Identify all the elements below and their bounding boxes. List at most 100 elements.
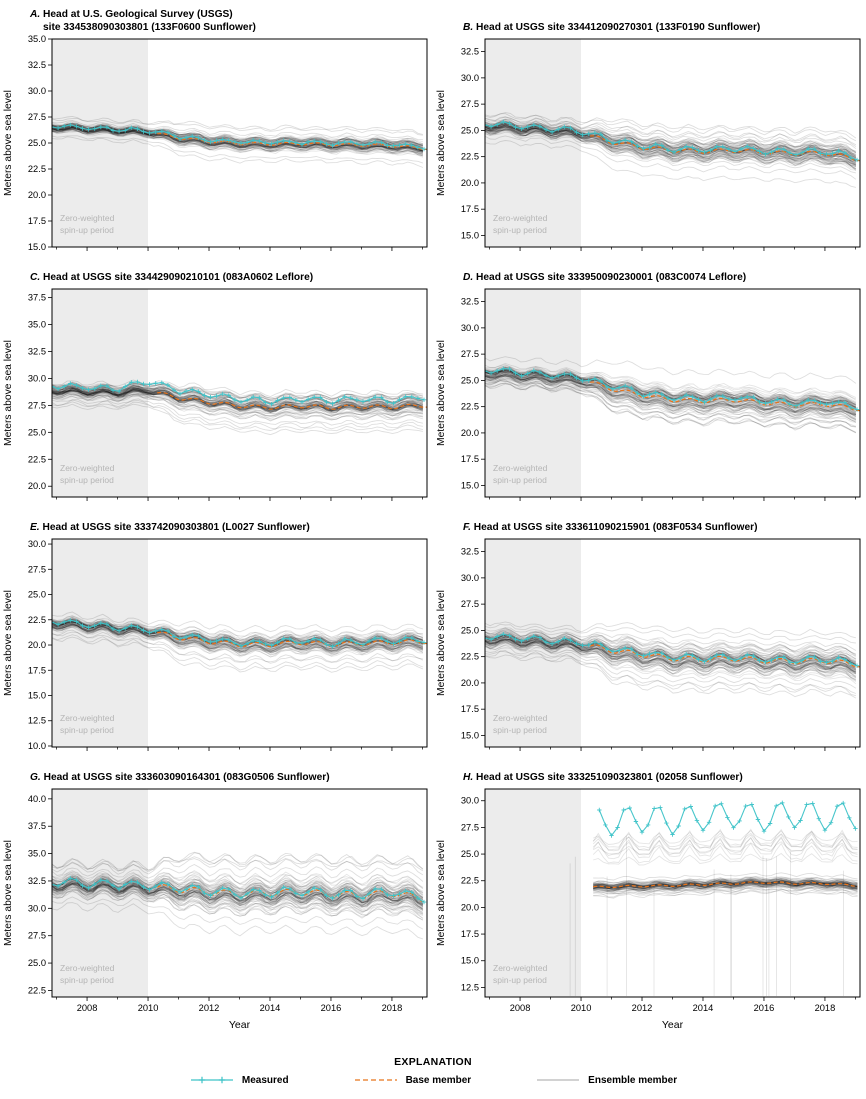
measured-plus-markers bbox=[597, 800, 858, 838]
spinup-region bbox=[485, 289, 581, 497]
x-tick-label: 2012 bbox=[199, 1003, 220, 1013]
y-tick-label: 22.5 bbox=[28, 615, 46, 625]
y-tick-label: 17.5 bbox=[28, 216, 46, 226]
y-tick-label: 30.0 bbox=[28, 903, 46, 913]
y-tick-label: 25.0 bbox=[28, 958, 46, 968]
x-tick-label: 2008 bbox=[510, 1003, 531, 1013]
y-tick-label: 30.0 bbox=[461, 796, 479, 806]
y-axis: 15.0 17.5 20.0 22.5 25.0 27.5 30.0 32.5 35.0 bbox=[28, 35, 52, 252]
spinup-label-line2: spin-up period bbox=[493, 975, 547, 985]
y-tick-label: 12.5 bbox=[461, 982, 479, 992]
y-axis-title: Meters above sea level bbox=[3, 340, 14, 446]
ensemble-members bbox=[485, 621, 857, 699]
panel-title-text: Head at USGS site 334412090270301 (133F0… bbox=[476, 21, 761, 33]
y-tick-label: 20.0 bbox=[461, 902, 479, 912]
y-axis-title: Meters above sea level bbox=[436, 840, 447, 946]
panel-A: A. Head at U.S. Geological Survey (USGS)… bbox=[0, 4, 433, 254]
measured-plus-markers bbox=[52, 618, 427, 649]
panel-title-text: Head at USGS site 333251090323801 (02058… bbox=[476, 771, 743, 783]
x-axis bbox=[489, 247, 856, 251]
y-tick-label: 22.5 bbox=[28, 454, 46, 464]
y-tick-label: 15.0 bbox=[28, 242, 46, 252]
y-tick-label: 20.0 bbox=[28, 190, 46, 200]
panel-letter: B. bbox=[463, 21, 474, 33]
x-tick-label: 2010 bbox=[571, 1003, 592, 1013]
spinup-label-line1: Zero-weighted bbox=[60, 463, 115, 473]
panel-title: E. Head at USGS site 333742090303801 (L0… bbox=[0, 504, 433, 535]
x-tick-label: 2014 bbox=[693, 1003, 714, 1013]
x-tick-label: 2018 bbox=[382, 1003, 403, 1013]
y-tick-label: 25.0 bbox=[461, 375, 479, 385]
y-tick-label: 20.0 bbox=[461, 678, 479, 688]
panel-D: D. Head at USGS site 333950090230001 (08… bbox=[433, 254, 866, 504]
y-axis: 20.0 22.5 25.0 27.5 30.0 32.5 35.0 37.5 bbox=[28, 293, 52, 491]
panel-C: C. Head at USGS site 334429090210101 (08… bbox=[0, 254, 433, 504]
legend-row: Measured Base member Ensemble member bbox=[0, 1074, 866, 1086]
x-axis: 2008 2010 2012 2014 2016 2018 Year bbox=[489, 997, 856, 1031]
spinup-label-line2: spin-up period bbox=[493, 475, 547, 485]
x-tick-label: 2008 bbox=[77, 1003, 98, 1013]
y-tick-label: 22.5 bbox=[461, 402, 479, 412]
y-axis-title: Meters above sea level bbox=[436, 340, 447, 446]
panel-letter: D. bbox=[463, 271, 474, 283]
x-tick-label: 2016 bbox=[754, 1003, 775, 1013]
panel-plot-H: Zero-weighted spin-up period 12.5 15.0 17.5 2… bbox=[436, 788, 861, 1031]
y-tick-label: 25.0 bbox=[28, 590, 46, 600]
y-tick-label: 40.0 bbox=[28, 794, 46, 804]
y-tick-label: 25.0 bbox=[461, 125, 479, 135]
x-tick-label: 2010 bbox=[138, 1003, 159, 1013]
y-tick-label: 32.5 bbox=[461, 547, 479, 557]
y-tick-label: 15.0 bbox=[28, 691, 46, 701]
panel-plot-G: Zero-weighted spin-up period 22.5 25.0 27.5 3… bbox=[3, 788, 428, 1031]
measured-line-sample bbox=[190, 1076, 233, 1084]
base-member-line bbox=[590, 644, 860, 668]
x-axis bbox=[56, 497, 423, 501]
panel-plot-F: Zero-weighted spin-up period 15.0 17.5 20.0 2… bbox=[436, 538, 861, 751]
base-member-line bbox=[590, 381, 860, 412]
y-tick-label: 15.0 bbox=[461, 480, 479, 490]
measured-plus-markers bbox=[52, 876, 427, 905]
y-tick-label: 22.5 bbox=[461, 152, 479, 162]
y-tick-label: 27.5 bbox=[461, 349, 479, 359]
y-tick-label: 30.0 bbox=[28, 373, 46, 383]
panel-title-text: Head at USGS site 333611090215901 (083F0… bbox=[473, 521, 758, 533]
spinup-label-line1: Zero-weighted bbox=[60, 713, 115, 723]
ensemble-members bbox=[569, 828, 858, 996]
y-tick-label: 27.5 bbox=[28, 112, 46, 122]
y-tick-label: 30.0 bbox=[461, 73, 479, 83]
panel-title: C. Head at USGS site 334429090210101 (08… bbox=[0, 254, 433, 285]
y-tick-label: 27.5 bbox=[461, 99, 479, 109]
y-tick-label: 32.5 bbox=[461, 47, 479, 57]
panel-letter: A. bbox=[30, 9, 41, 21]
y-tick-label: 20.0 bbox=[461, 428, 479, 438]
y-tick-label: 17.5 bbox=[28, 665, 46, 675]
legend-item-ensemble-member: Ensemble member bbox=[535, 1074, 677, 1086]
spinup-label-line1: Zero-weighted bbox=[493, 463, 548, 473]
panel-title-text: Head at U.S. Geological Survey (USGS) bbox=[43, 9, 233, 21]
ensemble-member-line-sample bbox=[537, 1079, 580, 1081]
panel-F: F. Head at USGS site 333611090215901 (08… bbox=[433, 504, 866, 754]
spinup-label-line2: spin-up period bbox=[60, 475, 114, 485]
panel-E: E. Head at USGS site 333742090303801 (L0… bbox=[0, 504, 433, 754]
y-tick-label: 25.0 bbox=[461, 625, 479, 635]
x-axis: 2008 2010 2012 2014 2016 2018 Year bbox=[56, 997, 423, 1031]
y-tick-label: 30.0 bbox=[28, 539, 46, 549]
y-axis: 15.0 17.5 20.0 22.5 25.0 27.5 30.0 32.5 bbox=[461, 547, 485, 740]
y-tick-label: 25.0 bbox=[28, 427, 46, 437]
panel-letter: E. bbox=[30, 521, 40, 533]
measured-plus-markers bbox=[52, 122, 427, 152]
panel-letter: C. bbox=[30, 271, 41, 283]
panel-B: B. Head at USGS site 334412090270301 (13… bbox=[433, 4, 866, 254]
panel-letter: H. bbox=[463, 771, 474, 783]
spinup-region bbox=[52, 789, 148, 997]
measured-series bbox=[597, 800, 858, 838]
x-axis bbox=[489, 497, 856, 501]
x-axis bbox=[489, 747, 856, 751]
spinup-label-line1: Zero-weighted bbox=[60, 213, 115, 223]
y-tick-label: 27.5 bbox=[28, 564, 46, 574]
panel-G: G. Head at USGS site 333603090164301 (08… bbox=[0, 754, 433, 1050]
y-axis-title: Meters above sea level bbox=[3, 590, 14, 696]
y-axis-title: Meters above sea level bbox=[436, 590, 447, 696]
